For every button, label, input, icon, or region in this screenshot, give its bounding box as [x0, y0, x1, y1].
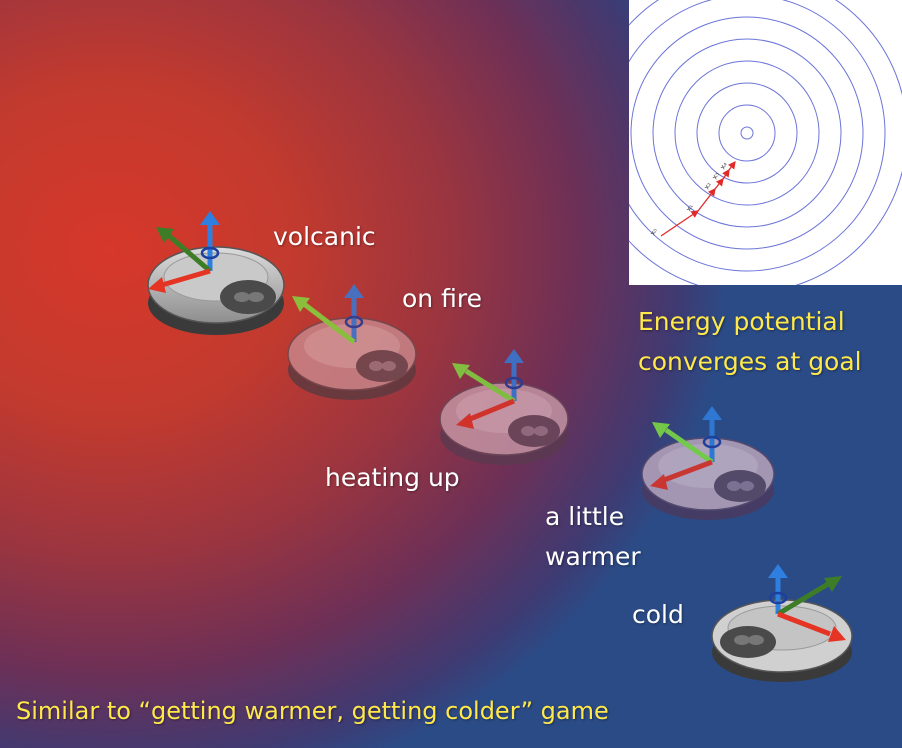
- contour-svg: x₀ x₁ x₂ x₃ x₄: [586, 0, 902, 294]
- waypoint-label-4: x₄: [719, 161, 729, 171]
- arrow-green: [664, 427, 714, 465]
- robot-heating-up: [439, 349, 569, 465]
- robot-on-fire: [287, 284, 417, 400]
- label-cold: cold: [632, 600, 684, 629]
- robot-volcanic: [147, 211, 285, 335]
- descent-path: [660, 160, 736, 237]
- label-a-little: a little: [545, 502, 625, 531]
- label-volcanic: volcanic: [273, 222, 376, 251]
- arrow-green: [776, 581, 830, 617]
- waypoint-label-0: x₀: [649, 227, 659, 237]
- waypoint-label-1: x₁: [685, 203, 695, 213]
- arrow-red: [777, 611, 831, 637]
- arrow-green: [464, 368, 516, 404]
- arrow-red: [663, 459, 713, 483]
- contour-rings: [586, 0, 902, 294]
- waypoint-label-2: x₂: [703, 181, 713, 191]
- arrow-green: [302, 302, 356, 344]
- energy-note-line2: converges at goal: [638, 347, 862, 376]
- label-on-fire: on fire: [402, 284, 482, 313]
- waypoint-label-3: x₃: [711, 171, 721, 181]
- label-heating-up: heating up: [325, 463, 460, 492]
- robot-a-little-warmer: [641, 406, 775, 520]
- label-warmer: warmer: [545, 542, 641, 571]
- energy-contour-plot: x₀ x₁ x₂ x₃ x₄: [586, 0, 902, 294]
- rotation-icon: [200, 246, 220, 260]
- robot-cold: [711, 564, 853, 682]
- arrow-green: [166, 233, 212, 273]
- arrow-red: [161, 268, 211, 288]
- arrow-red: [469, 398, 515, 422]
- energy-note-line1: Energy potential: [638, 307, 845, 336]
- caption: Similar to “getting warmer, getting cold…: [16, 697, 609, 725]
